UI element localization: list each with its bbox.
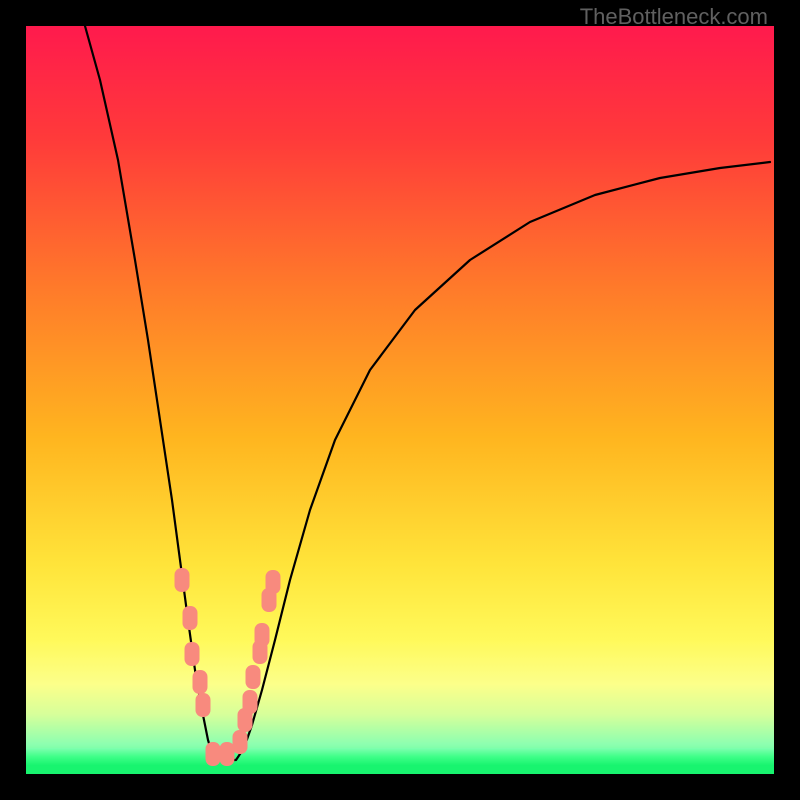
- curve-marker: [266, 570, 281, 594]
- curve-marker: [246, 665, 261, 689]
- curve-marker: [193, 670, 208, 694]
- curve-marker: [243, 690, 258, 714]
- marker-group: [175, 568, 281, 766]
- curve-marker: [175, 568, 190, 592]
- watermark-text: TheBottleneck.com: [580, 4, 768, 30]
- curve-marker: [183, 606, 198, 630]
- curve-marker: [185, 642, 200, 666]
- curve-marker: [196, 693, 211, 717]
- curve-marker: [220, 742, 235, 766]
- curve-marker: [206, 742, 221, 766]
- curve-marker: [233, 730, 248, 754]
- curve-marker: [255, 623, 270, 647]
- chart-frame: TheBottleneck.com: [0, 0, 800, 800]
- curve-layer: [0, 0, 800, 800]
